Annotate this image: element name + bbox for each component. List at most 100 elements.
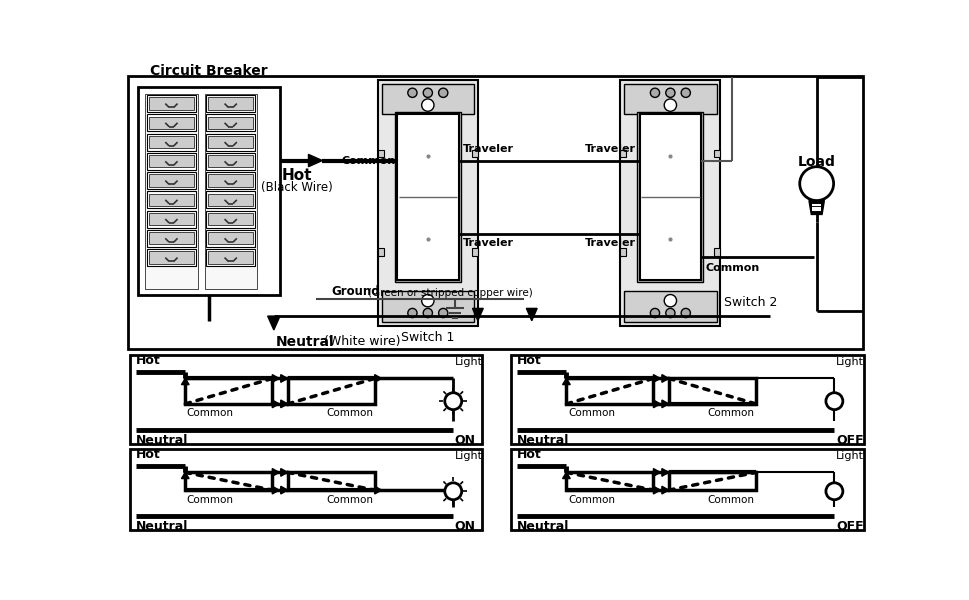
Bar xyxy=(381,292,474,322)
Text: Switch 1: Switch 1 xyxy=(401,331,454,344)
Text: Common: Common xyxy=(187,409,234,418)
Polygon shape xyxy=(472,308,483,321)
Text: OFF: OFF xyxy=(835,520,862,533)
Polygon shape xyxy=(272,486,279,494)
Bar xyxy=(205,153,255,170)
Bar xyxy=(511,355,862,444)
Text: Circuit Breaker: Circuit Breaker xyxy=(150,64,267,78)
Text: Light: Light xyxy=(454,357,483,367)
Polygon shape xyxy=(653,486,660,494)
Text: Common: Common xyxy=(187,495,234,505)
Polygon shape xyxy=(280,374,288,382)
Bar xyxy=(208,213,253,225)
Polygon shape xyxy=(308,154,322,167)
Polygon shape xyxy=(562,472,570,479)
Text: Load: Load xyxy=(797,155,834,169)
Bar xyxy=(208,251,253,264)
Polygon shape xyxy=(272,374,279,382)
Text: (Green or stripped copper wire): (Green or stripped copper wire) xyxy=(367,287,532,298)
Text: Neutral: Neutral xyxy=(276,335,334,349)
Bar xyxy=(511,449,862,530)
Text: Common: Common xyxy=(706,495,754,505)
Bar xyxy=(149,251,194,264)
Bar xyxy=(149,194,194,206)
Bar xyxy=(713,150,720,157)
Bar xyxy=(146,95,196,112)
Circle shape xyxy=(664,99,675,111)
Bar xyxy=(149,155,194,167)
Circle shape xyxy=(665,88,674,97)
Polygon shape xyxy=(653,469,660,476)
Text: Neutral: Neutral xyxy=(516,520,569,533)
Bar xyxy=(205,95,255,112)
Polygon shape xyxy=(653,400,660,408)
Text: Traveler: Traveler xyxy=(462,238,513,248)
Polygon shape xyxy=(653,374,660,382)
Bar xyxy=(623,83,716,115)
Polygon shape xyxy=(661,400,669,408)
Bar xyxy=(566,472,653,490)
Bar xyxy=(637,112,703,282)
Polygon shape xyxy=(280,400,288,408)
Bar xyxy=(146,249,196,266)
Bar xyxy=(620,80,720,326)
Polygon shape xyxy=(526,308,537,321)
Text: Light: Light xyxy=(454,451,483,461)
Bar xyxy=(146,153,196,170)
Polygon shape xyxy=(661,486,669,494)
Bar xyxy=(205,172,255,189)
Text: Hot: Hot xyxy=(136,448,161,461)
Text: Ground: Ground xyxy=(331,284,380,298)
Bar xyxy=(639,115,701,280)
Text: Traveler: Traveler xyxy=(584,145,635,154)
Bar xyxy=(149,136,194,148)
Circle shape xyxy=(445,393,461,410)
Bar xyxy=(205,191,255,208)
Polygon shape xyxy=(661,374,669,382)
Circle shape xyxy=(422,88,432,97)
Polygon shape xyxy=(808,200,824,214)
Bar xyxy=(130,449,482,530)
Text: ON: ON xyxy=(454,434,475,447)
Circle shape xyxy=(422,295,433,307)
Circle shape xyxy=(438,88,448,97)
Bar xyxy=(623,292,716,322)
Text: Common: Common xyxy=(704,263,759,273)
Bar xyxy=(396,115,458,280)
Text: Neutral: Neutral xyxy=(516,434,569,447)
Bar xyxy=(669,472,755,490)
Text: Hot: Hot xyxy=(281,169,312,184)
Bar xyxy=(471,150,478,157)
Circle shape xyxy=(445,483,461,500)
Circle shape xyxy=(649,308,659,317)
Text: Common: Common xyxy=(341,155,395,166)
Circle shape xyxy=(825,483,842,500)
Bar xyxy=(377,80,478,326)
Polygon shape xyxy=(272,400,279,408)
Bar xyxy=(145,94,198,289)
Text: Common: Common xyxy=(706,409,754,418)
Text: Traveler: Traveler xyxy=(584,238,635,248)
Circle shape xyxy=(407,308,417,317)
Bar xyxy=(377,248,384,256)
Bar xyxy=(566,379,653,404)
Bar xyxy=(669,379,755,404)
Bar xyxy=(185,472,272,490)
Polygon shape xyxy=(374,486,381,494)
Bar xyxy=(205,115,255,131)
Text: Hot: Hot xyxy=(516,448,542,461)
Bar xyxy=(377,150,384,157)
Text: Traveler: Traveler xyxy=(462,145,513,154)
Polygon shape xyxy=(280,469,288,476)
Bar xyxy=(288,472,374,490)
Bar xyxy=(204,94,257,289)
Circle shape xyxy=(664,295,675,307)
Text: (White wire): (White wire) xyxy=(324,335,400,349)
Text: Common: Common xyxy=(326,495,373,505)
Polygon shape xyxy=(280,486,288,494)
Bar xyxy=(146,172,196,189)
Text: Hot: Hot xyxy=(136,354,161,367)
Bar xyxy=(127,76,862,349)
Bar xyxy=(208,136,253,148)
Bar xyxy=(394,112,460,282)
